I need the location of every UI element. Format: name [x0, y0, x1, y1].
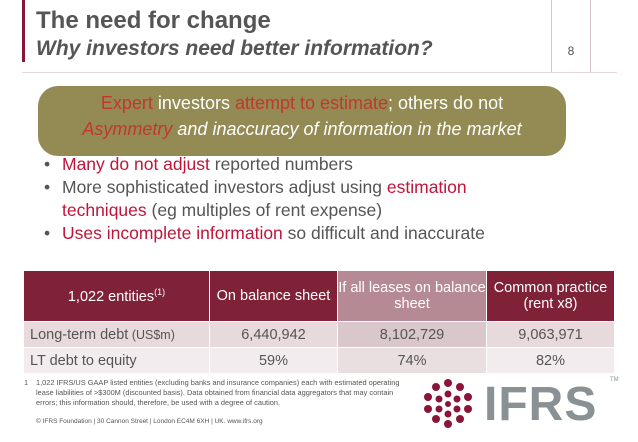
banner-highlight-estimate: attempt to estimate [234, 93, 389, 113]
banner-text: and inaccuracy of information in the mar… [172, 119, 522, 139]
bullet-highlight: Many do not adjust [62, 154, 210, 174]
footer-text: © IFRS Foundation | 30 Cannon Street | L… [36, 418, 263, 425]
page-number: 8 [567, 44, 575, 58]
bullet-item: • Uses incomplete information so difficul… [44, 223, 485, 243]
banner-highlight-asymmetry: Asymmetry [82, 119, 173, 139]
bullet-list: • Many do not adjust reported numbers • Mo… [44, 153, 604, 245]
accent-rule [22, 0, 25, 62]
comparison-table: 1,022 entities(1) On balance sheet If al… [23, 270, 615, 374]
bullet-item: • Many do not adjust reported numbers [44, 154, 353, 174]
footnote-text: 1,022 IFRS/US GAAP listed entities (excl… [36, 378, 400, 407]
footnote-mark: 1 [24, 378, 29, 387]
banner-line-1: Expert investors attempt to estimate; ot… [38, 93, 566, 114]
bullet-highlight: estimation [386, 177, 467, 197]
bullet-highlight: techniques [62, 200, 147, 220]
bullet-highlight: Uses incomplete information [62, 223, 283, 243]
table-row: LT debt to equity 59% 74% 82% [23, 347, 615, 374]
table-cell: 59% [209, 347, 338, 374]
entities-label: 1,022 entities [67, 288, 155, 305]
table-cell: 74% [337, 347, 487, 374]
page-title: The need for change [36, 7, 271, 34]
entities-footnote-ref: (1) [154, 287, 166, 298]
table-cell: 8,102,729 [337, 321, 487, 348]
bullet-item: • More sophisticated investors adjust usi… [44, 177, 467, 220]
bullet-text: so difficult and inaccurate [282, 223, 485, 243]
header-cell-on-balance: On balance sheet [209, 270, 338, 322]
row-label: LT debt to equity [23, 347, 210, 374]
footnote: 1 1,022 IFRS/US GAAP listed entities (ex… [24, 378, 409, 408]
trademark-symbol: TM [610, 377, 619, 383]
key-message-banner: Expert investors attempt to estimate; ot… [38, 86, 566, 156]
row-label: Long-term debt (US$m) [23, 321, 210, 348]
table-cell: 6,440,942 [209, 321, 338, 348]
header-cell-entities: 1,022 entities(1) [23, 270, 210, 322]
table-cell: 82% [486, 347, 615, 374]
table-cell: 9,063,971 [486, 321, 615, 348]
ifrs-emblem-icon [424, 379, 472, 428]
table-row: Long-term debt (US$m) 6,440,942 8,102,72… [23, 321, 615, 348]
row-label-unit: (US$m) [128, 327, 175, 342]
ifrs-logo: IFRS TM [418, 375, 628, 433]
page-subtitle: Why investors need better information? [36, 37, 433, 60]
banner-text: ; others do not [388, 93, 504, 113]
banner-text: investors [152, 93, 235, 113]
table-header-row: 1,022 entities(1) On balance sheet If al… [23, 270, 615, 322]
logo-wordmark: IFRS [484, 378, 598, 431]
row-label-text: Long-term debt [30, 326, 129, 343]
bullet-text: reported numbers [209, 154, 353, 174]
header-cell-all-leases: If all leases on balance sheet [337, 270, 487, 322]
banner-highlight-expert: Expert [100, 93, 153, 113]
header-cell-common-practice: Common practice (rent x8) [486, 270, 615, 322]
page-number-box: 8 [551, 0, 591, 72]
banner-line-2: Asymmetry and inaccuracy of information … [38, 119, 566, 140]
bullet-text: (eg multiples of rent expense) [146, 200, 383, 220]
bullet-text: More sophisticated investors adjust usin… [62, 177, 387, 197]
header-divider [22, 72, 617, 73]
